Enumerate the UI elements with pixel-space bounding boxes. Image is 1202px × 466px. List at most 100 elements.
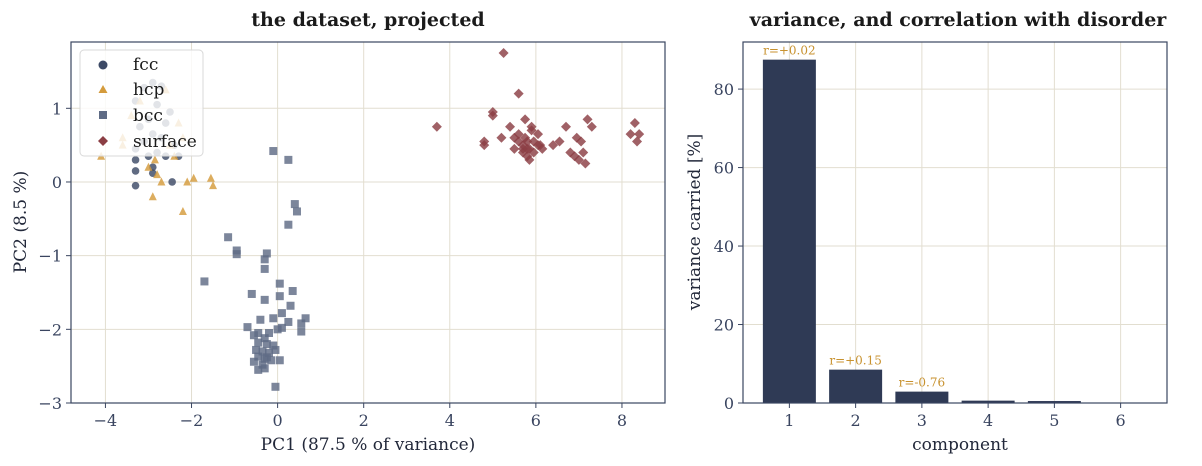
scatter-x-tick-label: 0 bbox=[273, 411, 283, 430]
scatter-point-bcc bbox=[286, 301, 295, 310]
scatter-point-bcc bbox=[269, 314, 278, 323]
scatter-point-hcp bbox=[148, 192, 157, 201]
legend-label-surface: surface bbox=[133, 132, 197, 152]
scatter-point-bcc bbox=[265, 348, 273, 357]
bar-5 bbox=[1027, 401, 1081, 403]
scatter-point-surface bbox=[582, 114, 593, 125]
bar-x-tick-label: 5 bbox=[1049, 411, 1059, 430]
scatter-point-bcc bbox=[277, 323, 286, 332]
legend-marker-bcc bbox=[99, 111, 107, 119]
scatter-point-bcc bbox=[284, 155, 293, 164]
scatter-point-bcc bbox=[200, 277, 209, 286]
scatter-point-bcc bbox=[243, 323, 252, 332]
scatter-point-bcc bbox=[297, 319, 306, 328]
scatter-point-bcc bbox=[271, 345, 280, 354]
legend-marker-hcp bbox=[98, 85, 108, 93]
scatter-y-tick-label: −2 bbox=[38, 320, 62, 339]
bar-y-tick-label: 20 bbox=[714, 316, 734, 335]
bar-annotation-3: r=-0.76 bbox=[899, 376, 946, 390]
scatter-point-hcp bbox=[153, 170, 162, 179]
scatter-point-bcc bbox=[249, 331, 258, 340]
scatter-y-tick-label: 1 bbox=[52, 99, 62, 118]
scatter-point-bcc bbox=[260, 264, 269, 273]
bar-panel: variance, and correlation with disorder … bbox=[685, 9, 1168, 455]
bar-4 bbox=[961, 400, 1015, 403]
scatter-point-bcc bbox=[262, 249, 271, 258]
legend-entry-surface: surface bbox=[98, 132, 197, 152]
scatter-point-surface bbox=[629, 118, 640, 129]
scatter-point-fcc bbox=[131, 167, 140, 175]
scatter-y-tick-label: −1 bbox=[38, 247, 62, 266]
scatter-point-bcc bbox=[265, 329, 273, 338]
bar-y-tick-label: 60 bbox=[714, 159, 734, 178]
scatter-point-surface bbox=[520, 114, 531, 125]
legend-marker-surface bbox=[98, 136, 108, 146]
scatter-point-bcc bbox=[284, 317, 293, 326]
scatter-x-tick-label: 4 bbox=[445, 411, 455, 430]
bar-tick-labels: 0 20 40 60 80 1 2 3 4 5 6 bbox=[714, 80, 1126, 430]
legend-label-hcp: hcp bbox=[133, 80, 164, 100]
legend-label-fcc: fcc bbox=[133, 55, 158, 75]
legend-entry-hcp: hcp bbox=[98, 80, 164, 100]
scatter-y-label: PC2 (8.5 %) bbox=[11, 171, 31, 274]
scatter-point-surface bbox=[487, 110, 498, 121]
scatter-point-bcc bbox=[269, 147, 278, 156]
scatter-y-tick-label: 0 bbox=[52, 173, 62, 192]
scatter-point-hcp bbox=[144, 162, 153, 171]
scatter-point-surface bbox=[509, 143, 520, 154]
legend-entry-fcc: fcc bbox=[98, 55, 158, 75]
scatter-point-bcc bbox=[297, 327, 306, 336]
bar-3 bbox=[895, 391, 949, 403]
scatter-point-bcc bbox=[254, 329, 263, 338]
legend-box bbox=[79, 49, 204, 157]
scatter-point-bcc bbox=[232, 250, 241, 259]
scatter-point-surface bbox=[505, 121, 516, 132]
scatter-point-hcp bbox=[189, 173, 198, 182]
scatter-point-fcc bbox=[168, 178, 176, 186]
scatter-title: the dataset, projected bbox=[251, 9, 484, 31]
scatter-point-bcc bbox=[273, 325, 282, 334]
scatter-point-bcc bbox=[288, 287, 297, 296]
scatter-point-surface bbox=[513, 129, 524, 140]
scatter-point-bcc bbox=[262, 340, 271, 349]
scatter-x-label: PC1 (87.5 % of variance) bbox=[261, 435, 476, 455]
legend-entry-bcc: bcc bbox=[99, 106, 163, 126]
scatter-point-bcc bbox=[301, 314, 310, 323]
bar-x-tick-label: 3 bbox=[917, 411, 927, 430]
scatter-point-surface bbox=[561, 121, 571, 132]
scatter-point-bcc bbox=[249, 357, 258, 366]
scatter-point-hcp bbox=[209, 181, 218, 190]
scatter-panel: the dataset, projected −4 −2 0 2 4 6 8 −3 −2 −1 0 1… bbox=[11, 9, 666, 455]
bar-1 bbox=[762, 59, 816, 404]
scatter-point-bcc bbox=[260, 334, 269, 343]
scatter-point-bcc bbox=[256, 315, 265, 324]
scatter-axes-frame bbox=[70, 41, 666, 404]
bar-x-tick-label: 6 bbox=[1116, 411, 1126, 430]
bar-x-tick-label: 2 bbox=[851, 411, 861, 430]
scatter-point-surface bbox=[580, 158, 591, 169]
scatter-point-bcc bbox=[262, 353, 271, 362]
scatter-point-surface bbox=[528, 147, 539, 158]
scatter-x-tick-label: 8 bbox=[617, 411, 627, 430]
scatter-point-bcc bbox=[292, 207, 301, 216]
scatter-point-bcc bbox=[260, 364, 269, 373]
scatter-point-hcp bbox=[183, 177, 192, 186]
bar-axes-frame bbox=[742, 41, 1168, 404]
scatter-point-surface bbox=[479, 140, 490, 151]
scatter-point-fcc bbox=[131, 156, 140, 164]
legend-label-bcc: bcc bbox=[133, 106, 163, 126]
scatter-point-surface bbox=[498, 48, 509, 59]
scatter-point-surface bbox=[526, 121, 537, 132]
scatter-point-surface bbox=[573, 154, 584, 165]
scatter-point-surface bbox=[576, 136, 587, 147]
scatter-point-hcp bbox=[150, 155, 159, 164]
scatter-x-tick-label: −2 bbox=[180, 411, 204, 430]
scatter-point-surface bbox=[625, 129, 636, 140]
scatter-point-surface bbox=[548, 140, 559, 151]
scatter-point-bcc bbox=[258, 347, 267, 356]
scatter-point-bcc bbox=[260, 255, 269, 264]
scatter-point-bcc bbox=[254, 365, 263, 374]
scatter-point-hcp bbox=[157, 177, 166, 186]
bar-y-tick-label: 40 bbox=[714, 237, 734, 256]
scatter-point-hcp bbox=[178, 206, 187, 215]
